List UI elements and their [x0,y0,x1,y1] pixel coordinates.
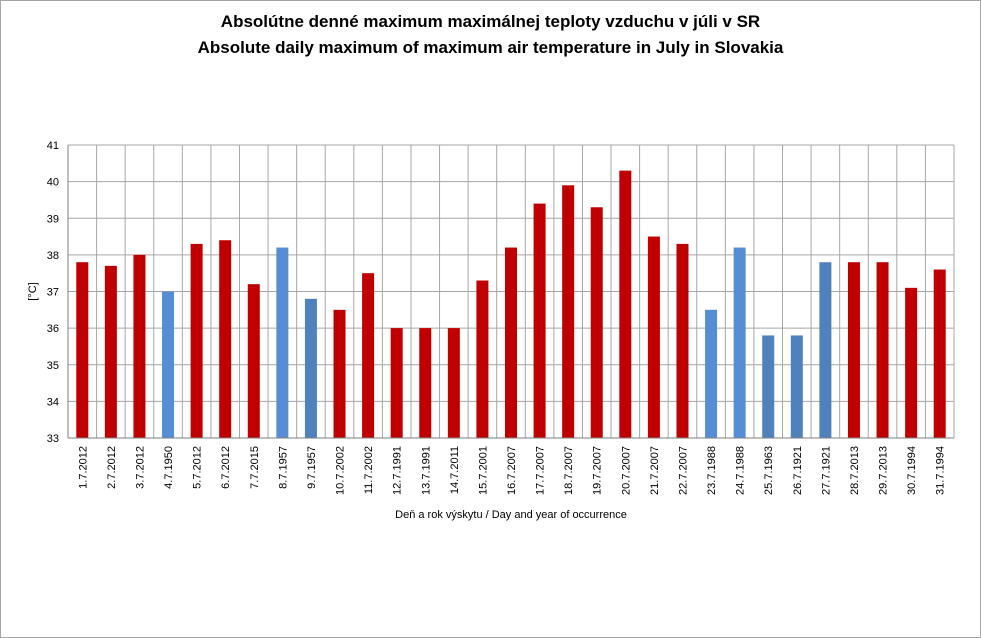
bar [562,185,575,438]
bar [676,243,689,438]
x-tick-label: 30.7.1994 [906,446,918,495]
y-tick-label: 39 [47,213,59,225]
bar [476,280,489,438]
bar [847,262,860,438]
bar [362,273,375,438]
bar [419,328,432,438]
y-axis-label: [°C] [27,282,39,300]
bar [619,170,632,438]
y-tick-labels: 33 34 35 36 37 38 39 40 41 [47,140,59,445]
x-tick-label: 6.7.2012 [220,446,232,489]
bar [876,262,889,438]
bar [705,309,718,438]
bar [533,203,546,438]
bar [304,298,317,438]
x-tick-label: 16.7.2007 [506,446,518,495]
bar [790,335,803,438]
x-tick-label: 20.7.2007 [620,446,632,495]
bars [76,170,946,438]
bar [590,207,603,438]
chart-title: Absolútne denné maximum maximálnej teplo… [220,12,761,31]
y-tick-label: 33 [47,433,59,445]
x-tick-label: 4.7.1950 [163,446,175,489]
bar [333,309,346,438]
x-tick-label: 26.7.1921 [792,446,804,495]
bar [247,284,260,438]
x-tick-label: 24.7.1988 [735,446,747,495]
bar [219,240,232,438]
x-tick-label: 10.7.2002 [335,446,347,495]
y-tick-label: 38 [47,250,59,262]
bar [190,243,203,438]
y-tick-label: 37 [47,287,59,299]
y-tick-label: 36 [47,323,59,335]
x-tick-label: 15.7.2001 [477,446,489,495]
bar [76,262,89,438]
x-tick-label: 7.7.2015 [249,446,261,489]
x-tick-label: 1.7.2012 [77,446,89,489]
y-tick-label: 34 [47,396,59,408]
x-tick-label: 19.7.2007 [592,446,604,495]
x-tick-label: 12.7.1991 [392,446,404,495]
bar [276,247,289,438]
bar [133,254,146,438]
bar [819,262,832,438]
bar [390,328,403,438]
x-tick-label: 11.7.2002 [363,446,375,494]
x-tick-labels: 1.7.2012 2.7.2012 3.7.2012 4.7.1950 5.7.2012… [77,446,946,495]
bar [733,247,746,438]
bar [162,291,175,438]
y-tick-label: 40 [47,177,59,189]
bar [647,236,660,438]
bar [104,265,117,438]
y-tick-label: 41 [47,140,59,152]
bar [505,247,517,438]
x-axis-label: Deň a rok výskytu / Day and year of occu… [395,509,627,521]
bar [762,335,775,438]
x-tick-label: 2.7.2012 [106,446,118,489]
chart-subtitle: Absolute daily maximum of maximum air te… [197,38,784,57]
bar [905,287,918,438]
x-tick-label: 13.7.1991 [420,446,432,495]
x-tick-label: 21.7.2007 [649,446,661,495]
x-tick-label: 22.7.2007 [677,446,689,495]
x-tick-label: 9.7.1957 [306,446,318,489]
x-tick-label: 23.7.1988 [706,446,718,495]
x-tick-label: 28.7.2013 [849,446,861,495]
x-tick-label: 18.7.2007 [563,446,575,495]
x-tick-label: 3.7.2012 [134,446,146,489]
bar [447,328,460,438]
x-tick-label: 31.7.1994 [935,446,947,495]
x-tick-label: 25.7.1963 [763,446,775,495]
x-tick-label: 17.7.2007 [535,446,547,495]
x-tick-label: 29.7.2013 [878,446,890,495]
bar [933,269,946,438]
y-tick-label: 35 [47,360,59,372]
x-tick-label: 8.7.1957 [277,446,289,489]
x-tick-label: 5.7.2012 [192,446,204,489]
x-tick-label: 27.7.1921 [820,446,832,495]
x-tick-label: 14.7.2011 [449,446,461,494]
